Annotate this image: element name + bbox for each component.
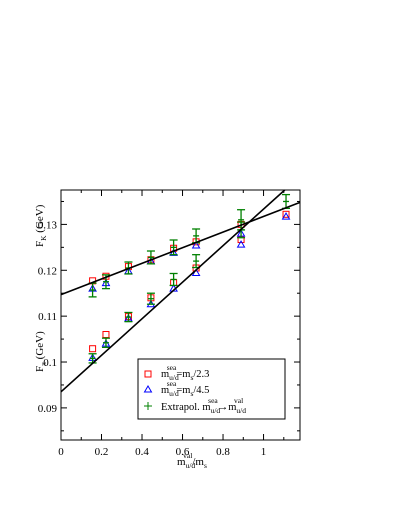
fit-line xyxy=(60,189,286,393)
plus-data-point-with-error-bar xyxy=(88,282,97,298)
x-tick-label: 0.8 xyxy=(216,446,230,458)
axis-ticks: 0 0.2 0.4 0.6 0.8 1 0.09 0.1 0.11 0.12 0.13 xyxy=(38,190,300,458)
triangle-data-point xyxy=(236,240,246,248)
y-tick-label: 0.1 xyxy=(43,357,57,369)
series-layer xyxy=(88,193,291,364)
plus-data-point-with-error-bar xyxy=(192,254,201,269)
plot-frame xyxy=(60,189,301,441)
plus-data-point-with-error-bar xyxy=(101,337,110,348)
x-tick-label: 0.4 xyxy=(135,446,149,458)
legend-box xyxy=(137,358,286,420)
square-data-point xyxy=(89,345,97,353)
y-axis-label-upper: FK (GeV) xyxy=(34,204,48,247)
y-tick-label: 0.12 xyxy=(38,265,57,277)
square-marker-icon xyxy=(144,370,152,378)
fit-lines xyxy=(60,189,301,393)
legend-item-red-squares: mu/dsea=ms/2.3 xyxy=(144,363,209,382)
triangle-data-point xyxy=(281,212,291,220)
y-axis-label-lower: Fπ (GeV) xyxy=(34,331,48,372)
x-tick-label: 0.6 xyxy=(176,446,190,458)
x-tick-label: 0 xyxy=(58,446,64,458)
fit-line xyxy=(60,201,301,296)
y-tick-label: 0.11 xyxy=(38,311,57,323)
plus-data-point-with-error-bar xyxy=(146,250,155,265)
legend-label-ratio-2-3: mu/dsea=ms/2.3 xyxy=(161,363,209,382)
y-tick-label: 0.13 xyxy=(38,219,58,231)
x-tick-label: 1 xyxy=(261,446,267,458)
triangle-marker-icon xyxy=(143,385,153,393)
triangle-data-point xyxy=(191,241,201,249)
legend-label-extrapolated: Extrapol. mu/dsea→mu/dval xyxy=(161,396,246,415)
square-data-point xyxy=(282,210,290,218)
legend-item-green-plus: Extrapol. mu/dsea→mu/dval xyxy=(144,396,246,415)
square-data-point xyxy=(102,330,110,338)
plus-data-point-with-error-bar xyxy=(124,311,133,323)
plus-marker-icon xyxy=(144,402,152,410)
plus-data-point-with-error-bar xyxy=(169,239,178,256)
x-axis-label: mu/dval/ms xyxy=(177,451,207,470)
legend: mu/dsea=ms/2.3 mu/dsea=ms/4.5 Extrapol. … xyxy=(137,358,286,420)
x-tick-label: 0.2 xyxy=(95,446,109,458)
legend-label-ratio-4-5: mu/dsea=ms/4.5 xyxy=(161,379,209,398)
plus-data-point-with-error-bar xyxy=(146,292,155,305)
legend-item-blue-triangles: mu/dsea=ms/4.5 xyxy=(143,379,209,398)
y-tick-label: 0.09 xyxy=(38,403,58,415)
plus-data-point-with-error-bar xyxy=(169,272,178,287)
